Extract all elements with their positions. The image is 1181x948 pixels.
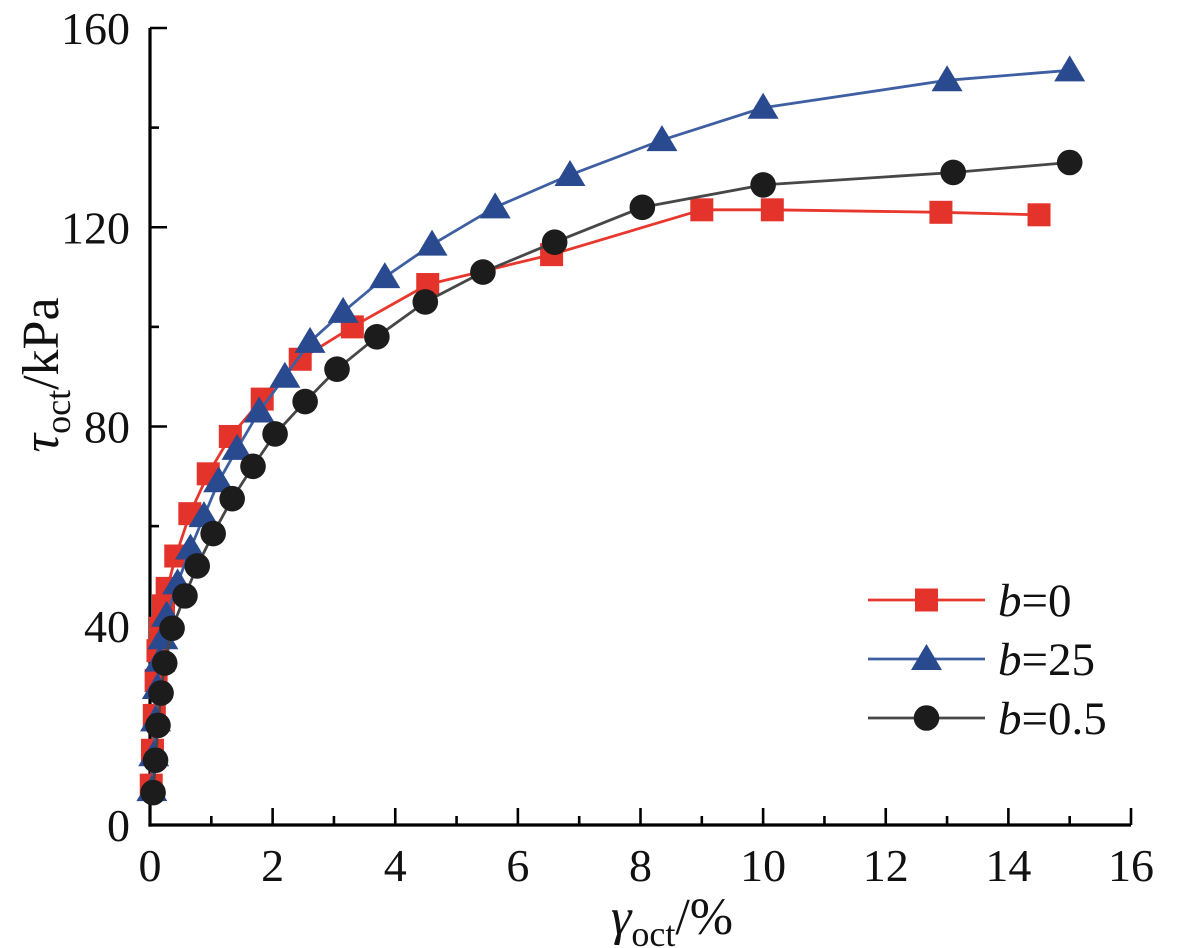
data-point-marker: [646, 125, 678, 152]
legend-marker: [911, 644, 942, 670]
legend-label: b=0.5: [998, 693, 1107, 745]
legend-marker: [913, 705, 940, 731]
series-b-0: [139, 198, 1051, 797]
data-point-marker: [369, 262, 401, 289]
data-point-marker: [262, 421, 288, 447]
data-point-marker: [243, 396, 275, 423]
series-line: [149, 208, 1040, 786]
data-point-marker: [145, 712, 171, 739]
data-point-marker: [219, 485, 245, 512]
data-point-marker: [159, 615, 185, 642]
legend-marker: [915, 588, 938, 612]
data-point-marker: [412, 289, 439, 315]
data-point-marker: [747, 92, 779, 119]
data-point-marker: [148, 680, 174, 706]
y-axis-title: τoct/kPa: [13, 297, 78, 452]
x-tick-label: 8: [629, 840, 652, 891]
y-tick-label: 160: [61, 3, 130, 54]
data-point-marker: [479, 192, 511, 219]
data-point-marker: [1054, 55, 1086, 82]
data-point-marker: [470, 259, 496, 285]
data-point-marker: [690, 198, 714, 222]
data-point-marker: [240, 453, 266, 480]
data-point-marker: [327, 296, 359, 323]
data-point-marker: [940, 159, 966, 186]
legend-entry-b-0.5: b=0.5: [868, 693, 1107, 745]
data-point-marker: [172, 583, 198, 609]
x-tick-label: 6: [506, 840, 529, 891]
legend-entry-b-0: b=0: [868, 575, 1072, 627]
legend-label: b=25: [998, 634, 1095, 686]
data-point-marker: [174, 533, 206, 560]
data-point-marker: [364, 324, 390, 350]
data-point-marker: [760, 198, 784, 222]
x-tick-label: 12: [863, 840, 909, 891]
x-tick-label: 4: [384, 840, 407, 891]
data-point-marker: [269, 361, 301, 388]
x-tick-label: 16: [1108, 840, 1154, 891]
data-point-marker: [200, 520, 226, 547]
data-point-marker: [554, 159, 586, 186]
series-line: [150, 68, 1070, 791]
data-point-marker: [292, 388, 318, 415]
data-point-marker: [142, 747, 169, 774]
data-point-marker: [324, 356, 350, 383]
data-point-marker: [294, 326, 326, 353]
y-tick-label: 80: [84, 402, 130, 453]
data-point-marker: [1056, 149, 1083, 176]
data-point-marker: [750, 172, 776, 198]
y-tick-label: 0: [107, 800, 130, 851]
data-point-marker: [1027, 203, 1051, 227]
y-tick-label: 120: [61, 202, 130, 253]
legend-label: b=0: [998, 575, 1072, 627]
data-point-marker: [184, 553, 211, 579]
data-point-marker: [931, 65, 963, 92]
series-line: [151, 161, 1070, 793]
data-point-marker: [188, 501, 220, 528]
data-point-marker: [221, 433, 253, 460]
legend: b=0 b=25 b=0.5: [868, 575, 1107, 745]
data-point-marker: [416, 229, 448, 256]
x-axis-title: γoct/%: [611, 889, 733, 948]
data-point-marker: [629, 194, 656, 221]
series-b-0.5: [140, 149, 1083, 806]
x-tick-label: 10: [740, 840, 786, 891]
data-point-marker: [541, 229, 568, 255]
data-point-marker: [140, 779, 166, 806]
x-tick-label: 2: [261, 840, 284, 891]
data-point-marker: [151, 650, 178, 676]
x-tick-label: 0: [139, 840, 162, 891]
y-tick-label: 40: [84, 601, 130, 652]
data-point-marker: [929, 200, 953, 224]
x-tick-label: 14: [985, 840, 1031, 891]
data-point-marker: [203, 466, 235, 493]
legend-entry-b-25: b=25: [868, 634, 1095, 686]
